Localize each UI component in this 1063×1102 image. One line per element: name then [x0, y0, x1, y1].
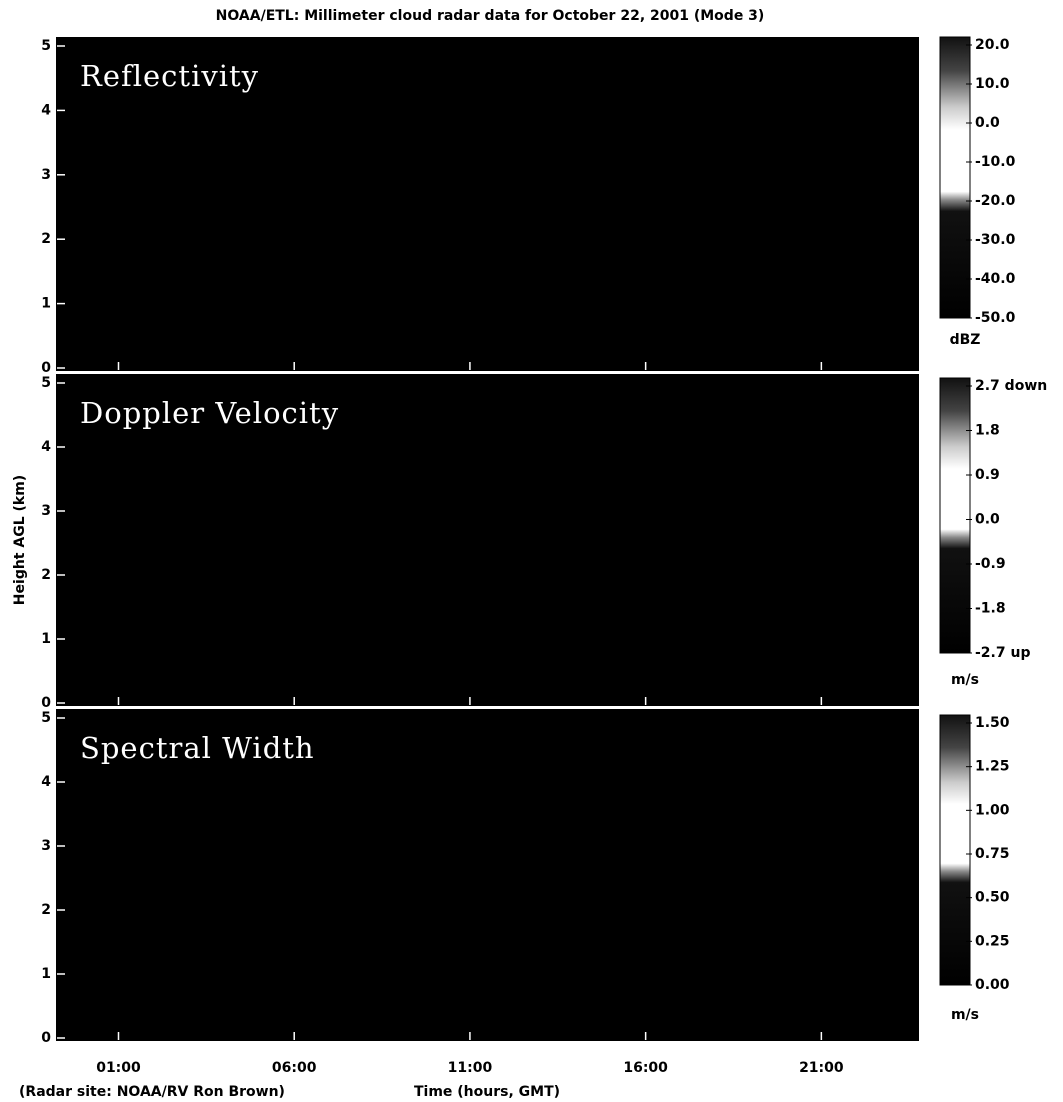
- colorbar-tick-label: 1.50: [975, 715, 1010, 731]
- colorbar-unit: m/s: [951, 1007, 979, 1023]
- y-tick-label: 0: [41, 695, 51, 711]
- colorbar-tick-label: -20.0: [975, 193, 1016, 209]
- colorbar-tick-label: 0.00: [975, 977, 1010, 993]
- y-tick-label: 5: [41, 710, 51, 726]
- y-tick-label: 1: [41, 631, 51, 647]
- x-tick-label: 16:00: [623, 1060, 668, 1076]
- plot-area: [56, 374, 919, 706]
- colorbar: [939, 714, 971, 986]
- y-tick-label: 2: [41, 231, 51, 247]
- colorbar-tick-label: -1.8: [975, 601, 1006, 617]
- panel-title: Spectral Width: [80, 731, 315, 765]
- site-note: (Radar site: NOAA/RV Ron Brown): [19, 1084, 285, 1100]
- colorbar: [939, 36, 971, 319]
- y-tick-label: 3: [41, 838, 51, 854]
- y-tick-label: 3: [41, 503, 51, 519]
- y-tick-label: 4: [41, 102, 51, 118]
- colorbar-tick-label: 1.25: [975, 759, 1010, 775]
- y-tick-label: 5: [41, 38, 51, 54]
- colorbar-tick-label: -40.0: [975, 271, 1016, 287]
- colorbar-tick-label: -50.0: [975, 310, 1016, 326]
- y-tick-label: 4: [41, 774, 51, 790]
- colorbar-tick-label: 1.00: [975, 802, 1010, 818]
- y-tick-label: 2: [41, 567, 51, 583]
- y-tick-label: 2: [41, 902, 51, 918]
- colorbar-tick-label: 1.8: [975, 423, 1000, 439]
- colorbar: [939, 377, 971, 654]
- x-tick-label: 21:00: [799, 1060, 844, 1076]
- colorbar-tick-label: 0.25: [975, 933, 1010, 949]
- x-tick-label: 06:00: [272, 1060, 317, 1076]
- colorbar-tick-label: 0.0: [975, 512, 1000, 528]
- x-axis-label: Time (hours, GMT): [414, 1084, 560, 1100]
- y-tick-label: 5: [41, 375, 51, 391]
- chart-title: NOAA/ETL: Millimeter cloud radar data fo…: [216, 8, 765, 24]
- colorbar-unit: dBZ: [950, 332, 981, 348]
- colorbar-tick-label: -10.0: [975, 154, 1016, 170]
- y-axis-label: Height AGL (km): [12, 475, 28, 605]
- colorbar-tick-label: 10.0: [975, 76, 1010, 92]
- panel-title: Reflectivity: [80, 59, 259, 93]
- y-tick-label: 0: [41, 1030, 51, 1046]
- panel-title: Doppler Velocity: [80, 396, 339, 430]
- colorbar-tick-label: 0.75: [975, 846, 1010, 862]
- plot-area: [56, 37, 919, 371]
- y-tick-label: 4: [41, 439, 51, 455]
- colorbar-tick-label: 0.50: [975, 890, 1010, 906]
- y-tick-label: 1: [41, 966, 51, 982]
- colorbar-tick-label: 0.9: [975, 467, 1000, 483]
- plot-area: [56, 709, 919, 1041]
- colorbar-tick-label: 20.0: [975, 37, 1010, 53]
- colorbar-tick-label: -2.7 up: [975, 645, 1030, 661]
- y-tick-label: 3: [41, 167, 51, 183]
- colorbar-tick-label: -0.9: [975, 556, 1006, 572]
- colorbar-tick-label: -30.0: [975, 232, 1016, 248]
- x-tick-label: 11:00: [448, 1060, 493, 1076]
- colorbar-tick-label: 0.0: [975, 115, 1000, 131]
- colorbar-tick-label: 2.7 down: [975, 378, 1047, 394]
- y-tick-label: 0: [41, 360, 51, 376]
- x-tick-label: 01:00: [96, 1060, 141, 1076]
- colorbar-unit: m/s: [951, 672, 979, 688]
- y-tick-label: 1: [41, 296, 51, 312]
